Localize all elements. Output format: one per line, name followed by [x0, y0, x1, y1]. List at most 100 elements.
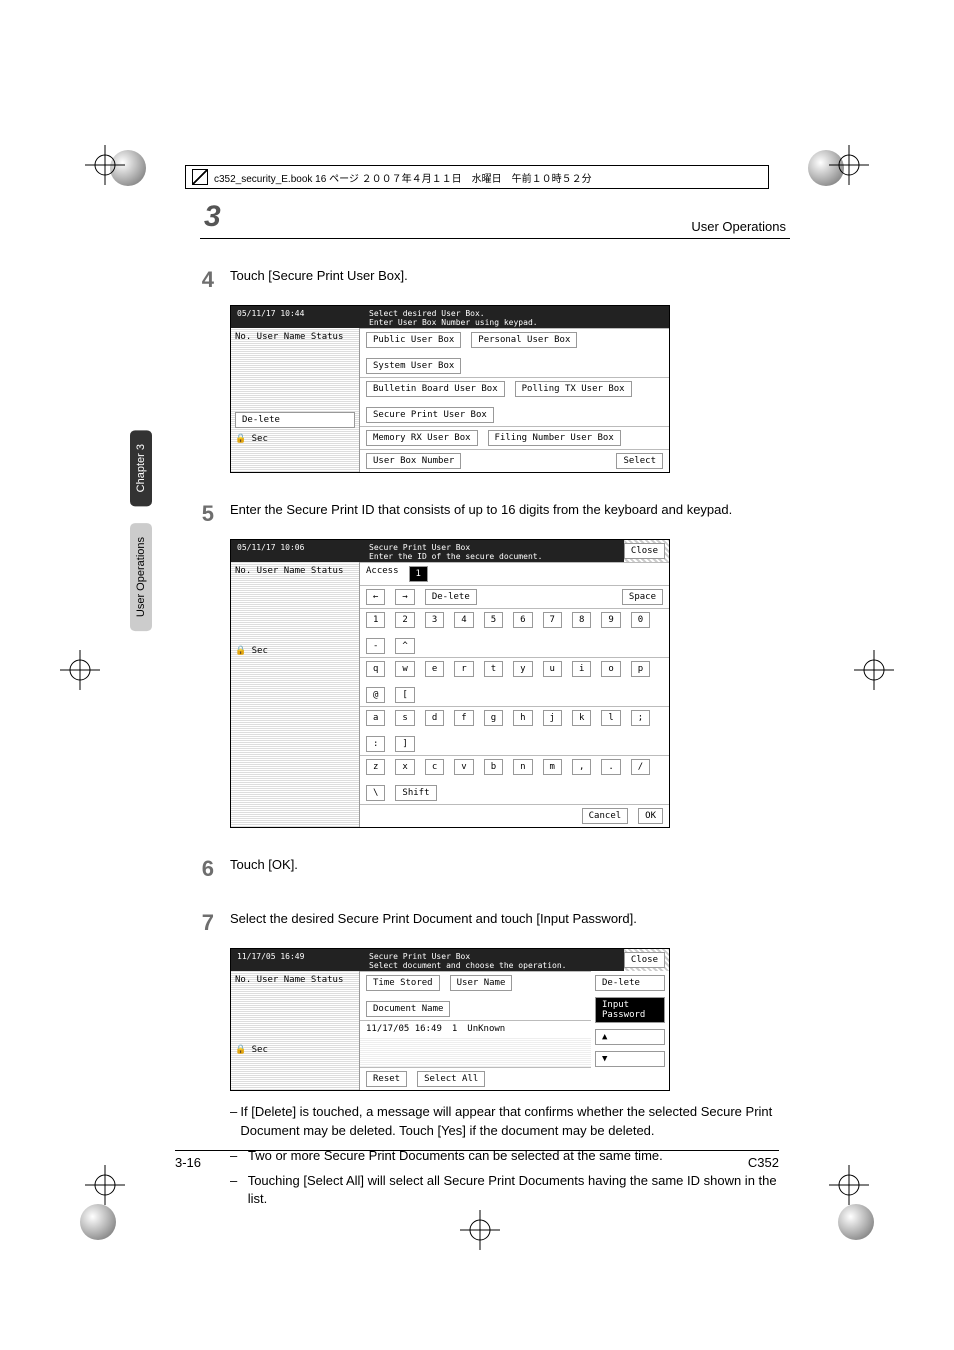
shot4-subtitle: Enter User Box Number using keypad.: [369, 318, 538, 327]
screenshot-step4: 05/11/17 10:44 Select desired User Box. …: [230, 305, 670, 473]
key-4[interactable]: 4: [454, 612, 473, 628]
key-c[interactable]: c: [425, 759, 444, 775]
input-password-button[interactable]: Input Password: [595, 997, 665, 1023]
userbox-number-button[interactable]: User Box Number: [366, 453, 461, 469]
key-9[interactable]: 9: [601, 612, 620, 628]
key-2[interactable]: 2: [395, 612, 414, 628]
footer-model: C352: [748, 1155, 779, 1170]
delete-button[interactable]: De-lete: [235, 412, 355, 428]
key-][interactable]: ]: [395, 736, 414, 752]
close-button[interactable]: Close: [624, 952, 665, 968]
note1: If [Delete] is touched, a message will a…: [240, 1103, 790, 1141]
space-key[interactable]: Space: [622, 589, 663, 605]
key-l[interactable]: l: [601, 710, 620, 726]
tab-public[interactable]: Public User Box: [366, 332, 461, 348]
key-@[interactable]: @: [366, 687, 385, 703]
key-8[interactable]: 8: [572, 612, 591, 628]
nav-right[interactable]: →: [395, 589, 414, 605]
selectall-button[interactable]: Select All: [417, 1071, 485, 1087]
key-0[interactable]: 0: [631, 612, 650, 628]
key-n[interactable]: n: [513, 759, 532, 775]
key-[[interactable]: [: [395, 687, 414, 703]
key-m[interactable]: m: [543, 759, 562, 775]
close-button[interactable]: Close: [624, 543, 665, 559]
key-\[interactable]: \: [366, 785, 385, 801]
key-3[interactable]: 3: [425, 612, 444, 628]
key-.[interactable]: .: [601, 759, 620, 775]
key-d[interactable]: d: [425, 710, 444, 726]
nav-left[interactable]: ←: [366, 589, 385, 605]
key-,[interactable]: ,: [572, 759, 591, 775]
key-5[interactable]: 5: [484, 612, 503, 628]
scroll-up-icon[interactable]: ▲: [595, 1029, 665, 1045]
kb-row3: asdfghjkl;:]: [360, 706, 669, 755]
key-v[interactable]: v: [454, 759, 473, 775]
tab-system[interactable]: System User Box: [366, 358, 461, 374]
key-1[interactable]: 1: [366, 612, 385, 628]
key-j[interactable]: j: [543, 710, 562, 726]
tab-personal[interactable]: Personal User Box: [471, 332, 577, 348]
list-header: No. User Name Status: [235, 566, 355, 576]
access-field[interactable]: 1: [409, 566, 428, 582]
screenshot-step7: 11/17/05 16:49 Secure Print User Box Sel…: [230, 948, 670, 1091]
key-i[interactable]: i: [572, 661, 591, 677]
kb-row2: qwertyuiop @ [: [360, 657, 669, 706]
key-x[interactable]: x: [395, 759, 414, 775]
key-h[interactable]: h: [513, 710, 532, 726]
running-head: 3 User Operations: [200, 200, 790, 239]
shot7-title: Secure Print User Box: [369, 952, 470, 961]
key-b[interactable]: b: [484, 759, 503, 775]
box-memory[interactable]: Memory RX User Box: [366, 430, 478, 446]
box-secure[interactable]: Secure Print User Box: [366, 407, 494, 423]
nav-del[interactable]: De-lete: [425, 589, 477, 605]
reg-mark: [854, 650, 894, 690]
key-r[interactable]: r: [454, 661, 473, 677]
key-z[interactable]: z: [366, 759, 385, 775]
key-f[interactable]: f: [454, 710, 473, 726]
reset-button[interactable]: Reset: [366, 1071, 407, 1087]
key-g[interactable]: g: [484, 710, 503, 726]
select-button[interactable]: Select: [616, 453, 663, 469]
table-row[interactable]: 11/17/05 16:49 1 UnKnown: [360, 1020, 591, 1037]
note3: Touching [Select All] will select all Se…: [248, 1172, 790, 1210]
shot5-subtitle: Enter the ID of the secure document.: [369, 552, 542, 561]
key-Shift[interactable]: Shift: [395, 785, 436, 801]
key-:[interactable]: :: [366, 736, 385, 752]
key-t[interactable]: t: [484, 661, 503, 677]
box-filing[interactable]: Filing Number User Box: [488, 430, 621, 446]
key-s[interactable]: s: [395, 710, 414, 726]
cell-time: 11/17/05 16:49: [366, 1024, 442, 1034]
crop-ball: [80, 1204, 116, 1240]
box-polling[interactable]: Polling TX User Box: [515, 381, 632, 397]
key-q[interactable]: q: [366, 661, 385, 677]
key--[interactable]: -: [366, 638, 385, 654]
framemaker-header: c352_security_E.book 16 ページ ２００７年４月１１日 水…: [185, 165, 769, 189]
key-w[interactable]: w: [395, 661, 414, 677]
key-u[interactable]: u: [543, 661, 562, 677]
key-o[interactable]: o: [601, 661, 620, 677]
step-text: Touch [Secure Print User Box].: [230, 267, 790, 293]
step-number: 7: [160, 910, 230, 936]
side-tabs: Chapter 3 User Operations: [130, 430, 152, 648]
key-7[interactable]: 7: [543, 612, 562, 628]
key-6[interactable]: 6: [513, 612, 532, 628]
key-/[interactable]: /: [631, 759, 650, 775]
reg-mark: [460, 1210, 500, 1250]
list-header: No. User Name Status: [235, 332, 355, 342]
cancel-button[interactable]: Cancel: [582, 808, 629, 824]
key-y[interactable]: y: [513, 661, 532, 677]
col-user: User Name: [450, 975, 513, 991]
key-e[interactable]: e: [425, 661, 444, 677]
step-number: 6: [160, 856, 230, 882]
key-;[interactable]: ;: [631, 710, 650, 726]
key-k[interactable]: k: [572, 710, 591, 726]
scroll-down-icon[interactable]: ▼: [595, 1051, 665, 1067]
ok-button[interactable]: OK: [638, 808, 663, 824]
key-^[interactable]: ^: [395, 638, 414, 654]
delete-button[interactable]: De-lete: [595, 975, 665, 991]
box-bulletin[interactable]: Bulletin Board User Box: [366, 381, 505, 397]
key-p[interactable]: p: [631, 661, 650, 677]
lock-label: Sec: [252, 1045, 268, 1055]
key-a[interactable]: a: [366, 710, 385, 726]
panel-datetime: 11/17/05 16:49: [231, 949, 363, 971]
